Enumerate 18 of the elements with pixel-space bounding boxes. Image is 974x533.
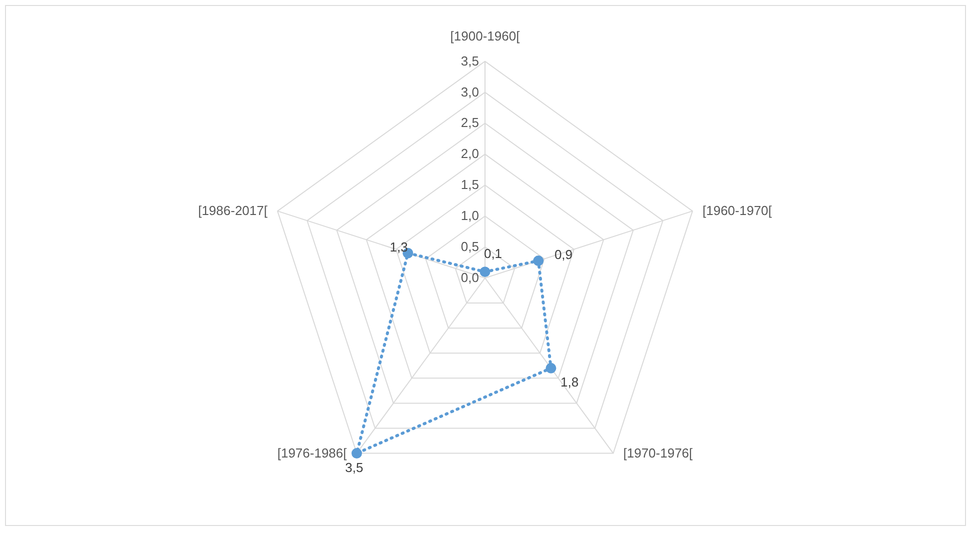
y-tick-label: 1,0 bbox=[460, 208, 479, 224]
y-tick-label: 0,0 bbox=[460, 270, 479, 285]
y-tick-label: 2,5 bbox=[460, 115, 479, 130]
y-tick-label: 2,0 bbox=[460, 146, 479, 162]
data-label: 0,9 bbox=[554, 247, 573, 262]
y-tick-label: 3,0 bbox=[460, 84, 479, 100]
spoke-label: [1900-1960[ bbox=[450, 28, 520, 44]
data-label: 3,5 bbox=[345, 460, 364, 475]
data-label: 1,8 bbox=[560, 374, 579, 390]
spoke-label: [1960-1970[ bbox=[702, 203, 772, 218]
data-label: 0,1 bbox=[484, 246, 502, 261]
spoke-label: [1986-2017[ bbox=[198, 203, 268, 218]
data-label: 1,3 bbox=[390, 240, 408, 255]
y-tick-label: 0,5 bbox=[460, 239, 479, 254]
y-tick-label: 3,5 bbox=[460, 53, 479, 68]
spoke-label: [1970-1976[ bbox=[623, 445, 694, 460]
y-tick-label: 1,5 bbox=[460, 177, 479, 192]
spoke-label: [1976-1986[ bbox=[277, 445, 348, 460]
